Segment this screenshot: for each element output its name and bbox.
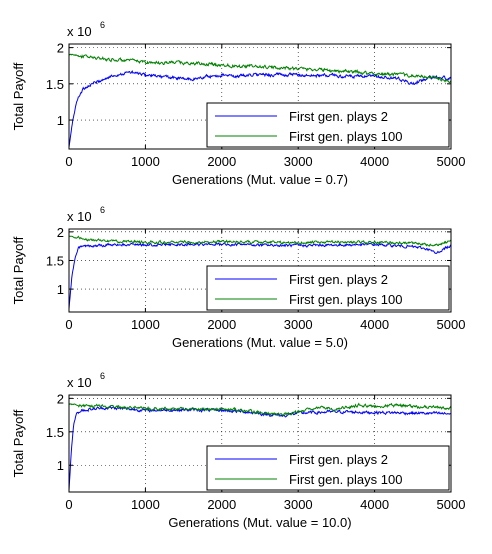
x-tick-label: 2000	[207, 154, 236, 169]
y-tick-label: 2	[57, 225, 64, 240]
x-tick-label: 1000	[131, 497, 160, 512]
series-line-green	[68, 402, 452, 416]
legend-entry-label: First gen. plays 2	[289, 109, 388, 124]
x-tick-label: 0	[65, 497, 72, 512]
x-tick-label: 1000	[131, 154, 160, 169]
legend-entry-label: First gen. plays 100	[289, 292, 402, 307]
series-line-blue	[68, 242, 452, 310]
x-tick-label: 1000	[131, 317, 160, 332]
legend-entry-label: First gen. plays 2	[289, 452, 388, 467]
legend-box	[206, 265, 450, 311]
legend-entry-label: First gen. plays 2	[289, 272, 388, 287]
x-tick-label: 0	[65, 317, 72, 332]
y-multiplier-label: x 10	[67, 24, 92, 39]
y-tick-label: 1.5	[46, 77, 64, 92]
series-line-green	[68, 53, 452, 84]
y-multiplier-exponent: 6	[100, 371, 105, 381]
x-tick-label: 0	[65, 154, 72, 169]
axes-box	[68, 228, 452, 313]
legend-entry-label: First gen. plays 100	[289, 472, 402, 487]
legend-entry-label: First gen. plays 100	[289, 129, 402, 144]
x-tick-label: 3000	[284, 317, 313, 332]
x-tick-label: 3000	[284, 154, 313, 169]
x-tick-label: 4000	[360, 497, 389, 512]
x-tick-label: 3000	[284, 497, 313, 512]
x-tick-label: 5000	[437, 497, 466, 512]
x-axis-label: Generations (Mut. value = 5.0)	[172, 335, 348, 350]
y-multiplier-exponent: 6	[100, 20, 105, 30]
y-axis-label: Total Payoff	[11, 62, 26, 130]
x-tick-label: 2000	[207, 317, 236, 332]
legend-box	[206, 445, 450, 491]
y-tick-label: 2	[57, 41, 64, 56]
x-tick-label: 5000	[437, 317, 466, 332]
x-axis-label: Generations (Mut. value = 0.7)	[172, 172, 348, 187]
x-tick-label: 5000	[437, 154, 466, 169]
x-axis-label: Generations (Mut. value = 10.0)	[168, 515, 351, 530]
y-axis-label: Total Payoff	[11, 409, 26, 477]
y-multiplier-exponent: 6	[100, 205, 105, 215]
y-multiplier-label: x 10	[67, 209, 92, 224]
x-tick-label: 4000	[360, 317, 389, 332]
x-tick-label: 2000	[207, 497, 236, 512]
y-tick-label: 1	[57, 282, 64, 297]
x-tick-label: 4000	[360, 154, 389, 169]
chart-panel-1: 0 1000 2000 3000 4000 5000 1 1.5 2x 10 6 Generatio…	[11, 20, 465, 187]
chart-panel-3: 0 1000 2000 3000 4000 5000 1 1.5 2x 10 6 Generatio…	[11, 371, 465, 530]
y-axis-label: Total Payoff	[11, 236, 26, 304]
axes-box	[68, 394, 452, 493]
y-tick-label: 2	[57, 391, 64, 406]
axes-box	[68, 43, 452, 150]
y-tick-label: 1	[57, 458, 64, 473]
series-line-blue	[68, 70, 452, 148]
chart-panel-2: 0 1000 2000 3000 4000 5000 1 1.5 2x 10 6 Generatio…	[11, 205, 465, 350]
y-tick-label: 1.5	[46, 253, 64, 268]
y-tick-label: 1	[57, 113, 64, 128]
series-line-green	[68, 235, 452, 247]
legend-box	[206, 102, 450, 148]
y-tick-label: 1.5	[46, 425, 64, 440]
y-multiplier-label: x 10	[67, 375, 92, 390]
